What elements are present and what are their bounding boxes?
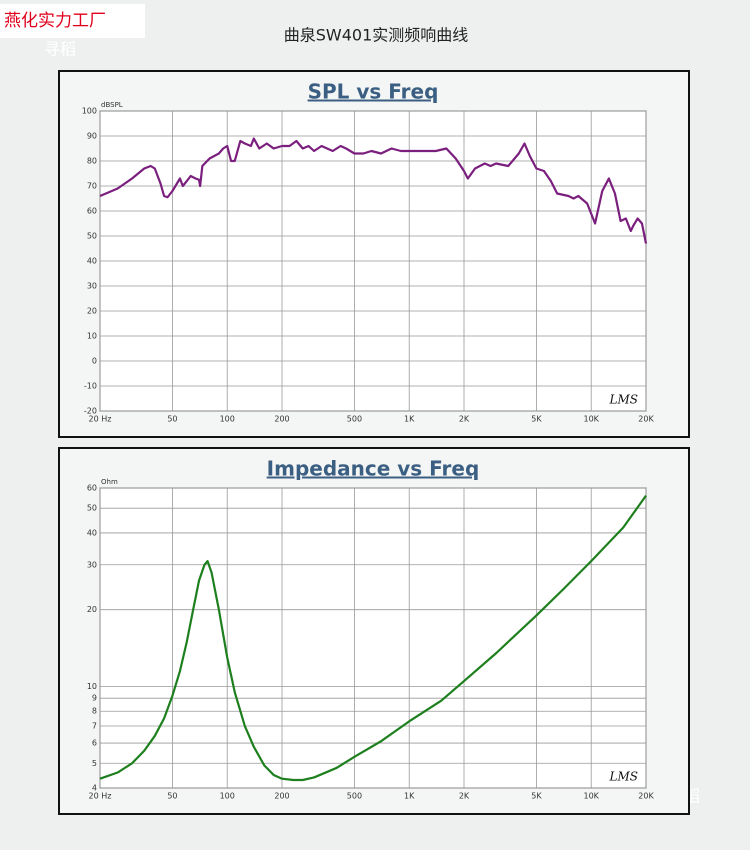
data-line	[99, 495, 647, 782]
y-tick-label: -20	[84, 407, 97, 416]
chart-title: Impedance vs Freq	[267, 457, 480, 481]
y-tick-label: 40	[87, 528, 97, 537]
y-unit-label: dBSPL	[101, 101, 123, 109]
plot-area	[99, 487, 647, 789]
y-tick-label: 30	[87, 560, 97, 569]
x-tick-label: 200	[274, 415, 289, 424]
chart-title: SPL vs Freq	[308, 80, 439, 104]
x-tick-label: 100	[220, 415, 235, 424]
x-tick-label: 500	[347, 415, 362, 424]
watermark: 燕化实力工厂	[4, 11, 106, 31]
x-tick-label: 100	[220, 792, 235, 801]
x-tick-label: 1K	[404, 792, 415, 801]
watermark: 寻稻	[44, 40, 76, 59]
page-title: 曲泉SW401实测频响曲线	[284, 26, 469, 45]
x-tick-label: 50	[167, 415, 177, 424]
x-tick-label: 5K	[531, 792, 542, 801]
x-tick-label: 20K	[638, 415, 654, 424]
x-tick-label: 10K	[583, 792, 599, 801]
logo: LMS	[609, 393, 638, 407]
y-tick-label: 8	[92, 707, 97, 716]
y-tick-label: 0	[92, 357, 97, 366]
y-tick-label: 50	[87, 504, 97, 513]
data-line	[99, 137, 648, 244]
x-tick-label: 2K	[459, 792, 470, 801]
x-tick-label: 20 Hz	[89, 792, 112, 801]
y-tick-label: 40	[87, 257, 97, 266]
x-tick-label: 2K	[459, 415, 470, 424]
y-tick-label: 60	[87, 484, 97, 493]
y-tick-label: 80	[87, 157, 97, 166]
y-tick-label: 30	[87, 282, 97, 291]
y-unit-label: Ohm	[101, 478, 118, 486]
y-tick-label: 90	[87, 132, 97, 141]
y-tick-label: 7	[92, 722, 97, 731]
watermark-box	[0, 4, 145, 38]
y-tick-label: 20	[87, 605, 97, 614]
x-tick-label: 20K	[638, 792, 654, 801]
y-tick-label: 10	[87, 682, 97, 691]
logo: LMS	[609, 770, 638, 784]
x-tick-label: 10K	[583, 415, 599, 424]
y-tick-label: 70	[87, 182, 97, 191]
y-tick-label: -10	[84, 382, 97, 391]
y-tick-label: 10	[87, 332, 97, 341]
y-tick-label: 50	[87, 232, 97, 241]
y-tick-label: 4	[92, 784, 97, 793]
y-tick-label: 20	[87, 307, 97, 316]
x-tick-label: 1K	[404, 415, 415, 424]
x-tick-label: 500	[347, 792, 362, 801]
x-tick-label: 5K	[531, 415, 542, 424]
y-tick-label: 100	[82, 107, 97, 116]
y-tick-label: 60	[87, 207, 97, 216]
y-tick-label: 6	[92, 739, 97, 748]
y-tick-label: 5	[92, 759, 97, 768]
y-tick-label: 9	[92, 694, 97, 703]
x-tick-label: 50	[167, 792, 177, 801]
x-tick-label: 20 Hz	[89, 415, 112, 424]
x-tick-label: 200	[274, 792, 289, 801]
